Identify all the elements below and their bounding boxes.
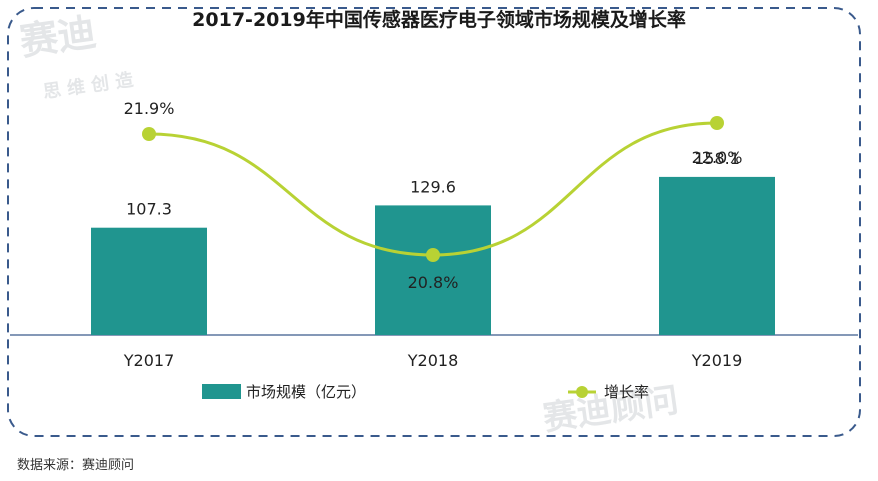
rate-point-y2017: [142, 127, 156, 141]
chart-title: 2017-2019年中国传感器医疗电子领域市场规模及增长率: [192, 8, 686, 31]
bar-value-labels: 107.3 129.6 158.1: [126, 149, 740, 219]
growth-rate-labels: 21.9% 20.8% 22.0%: [124, 99, 743, 292]
bar-value-label: 129.6: [410, 177, 456, 196]
dashed-frame: [7, 7, 861, 437]
bar-y2017: [91, 227, 207, 335]
bar-value-label: 158.1: [694, 149, 740, 168]
watermark: 赛迪 思 维 创 造 赛迪顾问: [17, 9, 681, 439]
rate-value-label: 21.9%: [124, 99, 175, 118]
bar-value-label: 107.3: [126, 200, 172, 219]
rate-point-y2019: [710, 116, 724, 130]
rate-value-label: 22.0%: [692, 148, 743, 167]
legend-bar-label: 市场规模（亿元）: [246, 383, 366, 401]
category-labels: Y2017 Y2018 Y2019: [123, 351, 743, 370]
category-label: Y2017: [123, 351, 175, 370]
source-note: 数据来源：赛迪顾问: [17, 458, 135, 473]
rate-value-label: 20.8%: [408, 273, 459, 292]
bar-y2019: [659, 176, 775, 335]
watermark-sub: 思 维 创 造: [42, 69, 135, 103]
legend-line-label: 增长率: [604, 383, 649, 401]
watermark-main: 赛迪: [17, 9, 99, 64]
bar-y2018: [375, 205, 491, 335]
legend-line-marker: [576, 386, 588, 398]
rate-point-y2018: [426, 248, 440, 262]
legend-bar-swatch: [202, 384, 241, 399]
category-label: Y2019: [691, 351, 743, 370]
bars: [91, 176, 775, 335]
legend: 市场规模（亿元） 增长率: [202, 383, 649, 401]
growth-rate-points: [142, 116, 724, 262]
category-label: Y2018: [407, 351, 459, 370]
